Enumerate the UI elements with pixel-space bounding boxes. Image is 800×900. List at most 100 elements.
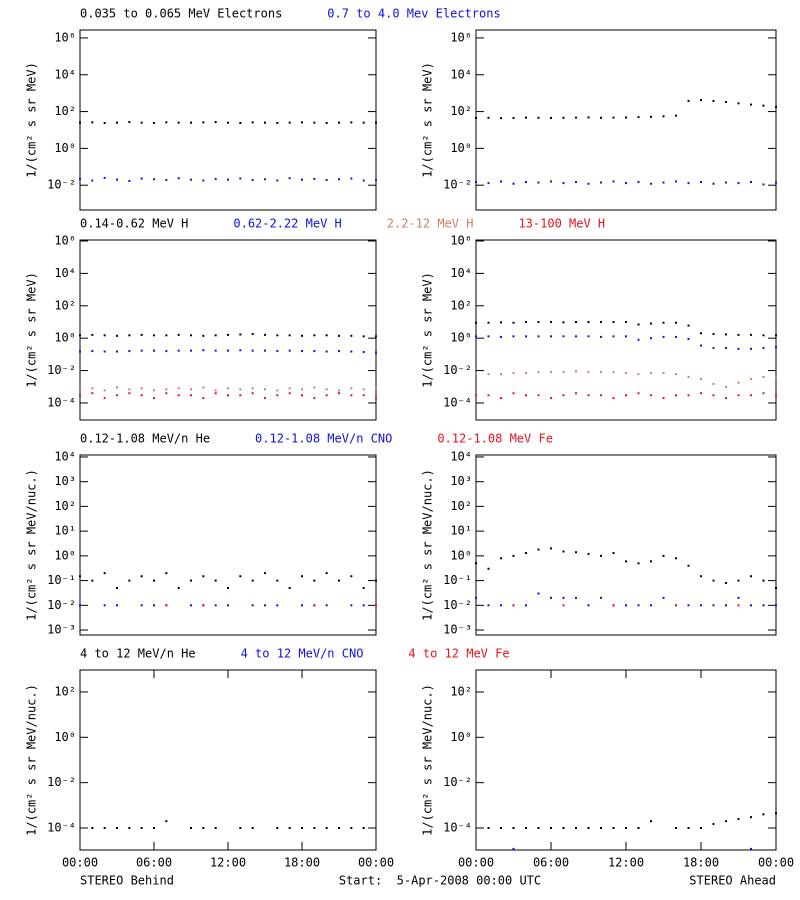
data-point [227, 349, 229, 352]
data-point [202, 349, 205, 352]
data-point [214, 604, 217, 607]
data-point [140, 349, 143, 352]
data-point [103, 389, 106, 392]
data-point [288, 826, 291, 829]
data-point [750, 847, 752, 850]
data-point [202, 604, 205, 607]
data-point [313, 604, 316, 607]
data-point [562, 394, 565, 397]
data-point [700, 99, 702, 102]
data-point [500, 335, 502, 338]
data-point [725, 604, 727, 607]
data-point [550, 547, 552, 550]
data-point [625, 335, 627, 338]
data-point [725, 101, 727, 104]
data-point [165, 121, 168, 124]
y-tick-label: 10⁻³ [443, 623, 472, 637]
data-point [687, 604, 690, 607]
data-point [750, 394, 752, 397]
data-point [301, 388, 303, 391]
data-point [762, 604, 765, 607]
y-tick-label: 10⁰ [450, 548, 472, 562]
data-point [737, 394, 740, 397]
data-point [313, 177, 316, 180]
data-point [762, 346, 765, 349]
data-point [650, 394, 652, 397]
data-point [264, 604, 266, 607]
data-point [325, 334, 328, 337]
data-point [575, 180, 577, 183]
data-point [313, 386, 316, 389]
data-point [190, 334, 192, 337]
data-point [264, 178, 266, 181]
data-point [525, 552, 527, 555]
data-point [116, 334, 118, 337]
data-point [128, 179, 131, 182]
data-point [525, 180, 527, 183]
data-point [91, 350, 94, 353]
data-point [202, 121, 205, 124]
data-point [712, 182, 715, 185]
data-point [562, 335, 565, 338]
data-point [79, 334, 81, 337]
data-point [600, 394, 602, 397]
data-point [625, 604, 627, 607]
data-point [251, 179, 254, 182]
data-point [487, 826, 490, 829]
data-point [500, 557, 502, 560]
data-point [116, 604, 118, 607]
data-point [512, 392, 515, 395]
data-point [675, 114, 677, 117]
data-point [612, 116, 615, 119]
data-point [687, 324, 690, 327]
data-point [214, 389, 217, 392]
data-point [128, 579, 131, 582]
data-point [650, 560, 652, 563]
data-point [202, 575, 205, 578]
data-point [687, 376, 690, 379]
data-point [301, 604, 303, 607]
data-point [475, 321, 477, 324]
data-point [487, 116, 490, 119]
data-point [712, 333, 715, 336]
data-point [487, 567, 490, 570]
data-point [550, 335, 552, 338]
data-point [140, 604, 143, 607]
data-point [587, 552, 590, 555]
y-tick-label: 10⁴ [54, 266, 76, 280]
data-point [214, 177, 217, 180]
legend-entry: 0.12-1.08 MeV Fe [437, 432, 553, 446]
data-point [512, 182, 515, 185]
data-point [325, 388, 328, 391]
data-point [338, 579, 340, 582]
data-point [338, 178, 340, 181]
panel-note: STEREO Ahead [689, 874, 776, 888]
data-point [537, 592, 540, 595]
data-point [762, 183, 765, 186]
data-point [637, 826, 640, 829]
data-point [177, 349, 180, 352]
data-point [775, 812, 777, 815]
data-point [251, 604, 254, 607]
y-tick-label: 10⁻³ [47, 623, 76, 637]
data-point [662, 372, 665, 375]
data-point [750, 604, 752, 607]
data-point [612, 335, 615, 338]
data-point [537, 548, 540, 551]
data-point [600, 596, 602, 599]
data-point [362, 826, 365, 829]
data-point [762, 579, 765, 582]
data-point [650, 372, 652, 375]
plot-frame [475, 29, 777, 211]
data-point [177, 121, 180, 124]
x-tick-label: 00:00 [62, 856, 98, 870]
data-point [750, 180, 752, 183]
data-point [712, 382, 715, 385]
data-point [475, 394, 477, 397]
data-point [512, 116, 515, 119]
data-point [625, 116, 627, 119]
data-point [700, 332, 702, 335]
data-point [487, 373, 490, 376]
data-point [600, 826, 602, 829]
